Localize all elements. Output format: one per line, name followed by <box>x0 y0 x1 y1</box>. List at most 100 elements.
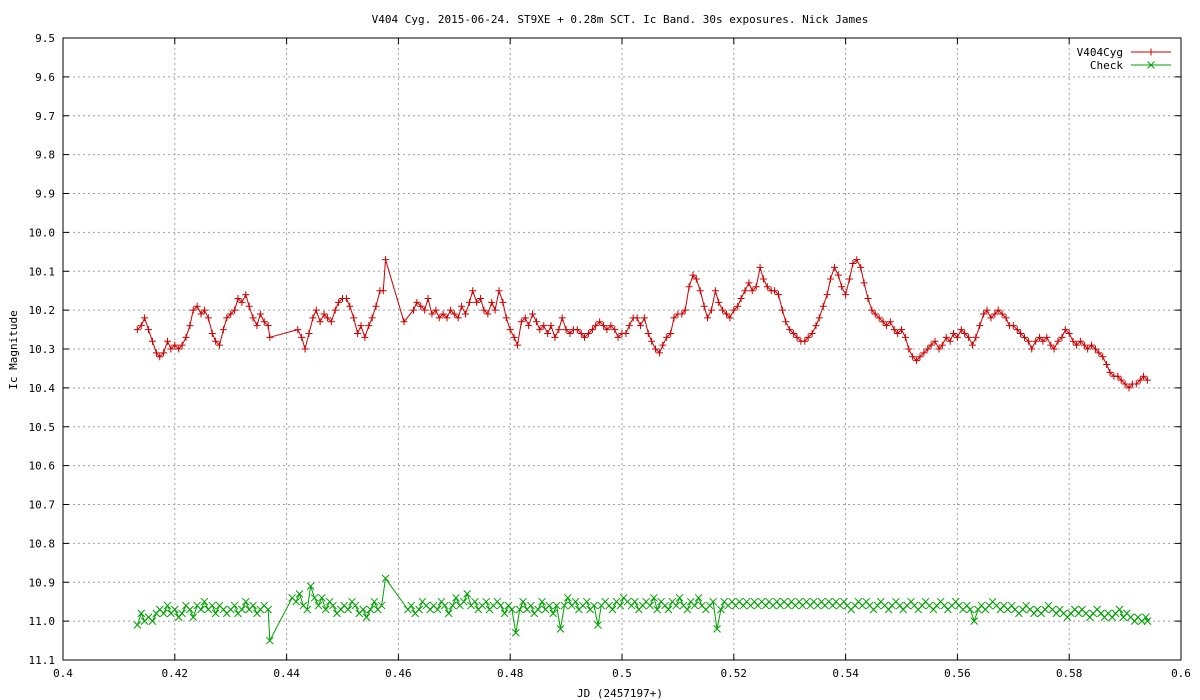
series-layer <box>133 256 1152 645</box>
series-v404cyg-point <box>156 353 164 361</box>
series-v404cyg-point <box>1061 326 1069 334</box>
series-v404cyg-point <box>421 306 429 314</box>
series-v404cyg-point <box>231 306 239 314</box>
series-v404cyg-point <box>435 314 443 322</box>
series-v404cyg-point <box>234 294 242 302</box>
series-v404cyg-point <box>976 322 984 330</box>
series-check-point <box>292 597 300 606</box>
series-v404cyg-point <box>804 333 812 341</box>
series-check-point <box>178 609 186 618</box>
series-check-point <box>1143 617 1152 625</box>
series-v404cyg-point <box>133 326 141 334</box>
series-v404cyg-point <box>644 329 652 337</box>
x-tick-label: 0.56 <box>944 667 971 680</box>
series-check-point <box>1141 613 1150 622</box>
y-tick-label: 10.9 <box>29 576 56 589</box>
series-v404cyg-point <box>1106 368 1114 376</box>
series-v404cyg-point <box>636 322 644 330</box>
series-check-point <box>310 593 319 602</box>
series-v404cyg-point <box>1103 361 1111 369</box>
series-check-point <box>675 593 684 602</box>
series-v404cyg-point <box>771 287 779 295</box>
series-v404cyg-point <box>707 306 715 314</box>
series-check-point <box>370 597 379 606</box>
y-tick-label: 9.7 <box>35 110 55 123</box>
series-check-point <box>560 601 569 610</box>
legend-v404cyg-label: V404Cyg <box>1077 46 1123 59</box>
series-v404cyg-point <box>655 349 663 357</box>
series-v404cyg-point <box>264 322 272 330</box>
y-tick-label: 9.6 <box>35 71 55 84</box>
series-v404cyg-point <box>678 310 686 318</box>
series-v404cyg-point <box>379 287 387 295</box>
series-check-point <box>694 593 703 602</box>
series-v404cyg-point <box>439 310 447 318</box>
series-v404cyg-point <box>506 326 514 334</box>
series-check-point <box>359 605 368 614</box>
series-v404cyg-point <box>171 341 179 349</box>
series-v404cyg-point <box>1039 337 1047 345</box>
y-axis-ticks: 9.5 9.6 9.7 9.8 9.9 10.0 10.1 10.2 10.3 10.4 10.5 1… <box>29 32 1181 667</box>
series-v404cyg-point <box>871 310 879 318</box>
series-check-point <box>653 605 662 614</box>
series-check-point <box>482 597 491 606</box>
series-v404cyg-point <box>562 326 570 334</box>
series-v404cyg-point <box>808 329 816 337</box>
series-v404cyg-point <box>931 337 939 345</box>
series-check-point <box>444 609 453 618</box>
series-v404cyg-point <box>323 314 331 322</box>
series-check-point <box>306 582 315 590</box>
series-v404cyg-point <box>1058 333 1066 341</box>
chart-title: V404 Cyg. 2015-06-24. ST9XE + 0.28m SCT.… <box>372 13 869 26</box>
series-v404cyg-point <box>1140 372 1148 380</box>
series-v404cyg-point <box>350 314 358 322</box>
series-v404cyg-point <box>368 314 376 322</box>
series-v404cyg-point <box>443 314 451 322</box>
series-v404cyg-point <box>927 341 935 349</box>
series-check-point <box>717 605 725 614</box>
series-v404cyg-point <box>860 279 868 287</box>
series-v404cyg-point <box>1002 314 1010 322</box>
series-v404cyg-point <box>428 310 436 318</box>
series-v404cyg-point <box>815 314 823 322</box>
series-check-point <box>377 601 386 610</box>
series-v404cyg-point <box>510 333 518 341</box>
series-v404cyg-point <box>219 326 227 334</box>
series-v404cyg-point <box>566 329 574 337</box>
series-v404cyg-point <box>316 318 324 326</box>
series-v404cyg-point <box>238 298 246 306</box>
series-check-point <box>582 597 591 606</box>
series-v404cyg-point <box>372 302 380 310</box>
series-v404cyg-point <box>909 353 917 361</box>
series-check-point <box>519 597 527 606</box>
series-v404cyg-point <box>484 310 492 318</box>
series-v404cyg-point <box>782 318 790 326</box>
series-v404cyg-point <box>857 263 865 271</box>
series-v404cyg-point <box>256 310 264 318</box>
series-check-point <box>208 601 217 610</box>
series-check-point <box>238 605 246 614</box>
series-v404cyg-point <box>346 302 354 310</box>
series-v404cyg-point <box>227 310 235 318</box>
series-check-point <box>452 593 460 602</box>
series-v404cyg-point <box>461 310 469 318</box>
series-v404cyg-point <box>924 345 932 353</box>
series-v404cyg-point <box>141 314 149 322</box>
series-v404cyg-point <box>741 287 749 295</box>
series-v404cyg-point <box>1072 341 1080 349</box>
series-v404cyg-point <box>692 275 700 283</box>
series-v404cyg-point <box>1095 349 1103 357</box>
series-v404cyg-point <box>994 306 1002 314</box>
y-tick-label: 11.1 <box>29 654 56 667</box>
series-v404cyg-point <box>137 322 145 330</box>
series-v404cyg-point <box>513 341 521 349</box>
series-v404cyg-point <box>342 294 350 302</box>
series-check-point <box>571 597 580 606</box>
series-v404cyg-point <box>1114 372 1122 380</box>
x-tick-label: 0.46 <box>385 667 412 680</box>
series-check-point <box>534 605 543 614</box>
x-tick-label: 0.58 <box>1056 667 1083 680</box>
series-v404cyg-point <box>424 294 432 302</box>
series-v404cyg-point <box>920 349 928 357</box>
